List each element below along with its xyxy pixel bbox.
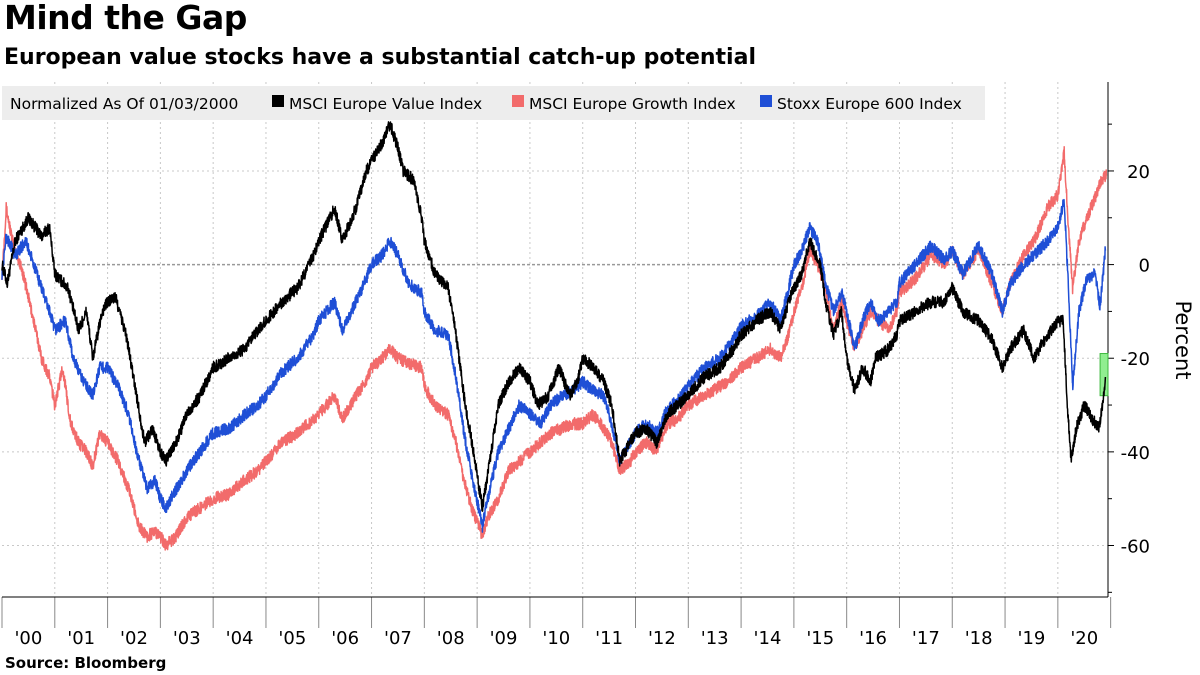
x-tick-label: '11 <box>595 628 623 649</box>
legend-box <box>2 86 985 120</box>
x-tick-label: '07 <box>384 628 412 649</box>
series-line <box>1 198 1107 533</box>
x-tick-label: '20 <box>1070 628 1098 649</box>
y-tick-label: 20 <box>1127 162 1150 183</box>
legend-swatch <box>760 95 772 107</box>
legend-swatch <box>272 95 284 107</box>
y-tick-label: -40 <box>1121 443 1150 464</box>
legend-swatch <box>512 95 524 107</box>
y-axis-label: Percent <box>1171 300 1195 379</box>
x-tick-label: '02 <box>120 628 148 649</box>
legend-label: Stoxx Europe 600 Index <box>777 95 962 113</box>
chart-title: Mind the Gap <box>4 0 247 37</box>
y-tick-label: -20 <box>1121 349 1150 370</box>
x-tick-label: '12 <box>648 628 676 649</box>
x-tick-label: '16 <box>859 628 887 649</box>
x-tick-label: '18 <box>965 628 993 649</box>
source-note: Source: Bloomberg <box>5 654 167 672</box>
chart-subtitle: European value stocks have a substantial… <box>4 45 756 70</box>
y-tick-label: 0 <box>1139 256 1150 277</box>
x-tick-label: '17 <box>912 628 940 649</box>
legend-label: MSCI Europe Value Index <box>289 95 482 113</box>
x-tick-label: '13 <box>701 628 729 649</box>
x-tick-label: '05 <box>278 628 306 649</box>
y-tick-label: -60 <box>1121 537 1150 558</box>
x-tick-label: '06 <box>331 628 359 649</box>
series-line <box>1 145 1108 551</box>
x-tick-label: '03 <box>173 628 201 649</box>
x-tick-label: '08 <box>437 628 465 649</box>
x-tick-label: '15 <box>806 628 834 649</box>
x-tick-label: '10 <box>542 628 570 649</box>
x-tick-label: '09 <box>490 628 518 649</box>
legend-label: MSCI Europe Growth Index <box>529 95 736 113</box>
x-tick-label: '19 <box>1018 628 1046 649</box>
x-tick-label: '14 <box>754 628 782 649</box>
x-tick-label: '00 <box>14 628 42 649</box>
series-line <box>1 121 1107 512</box>
legend-note: Normalized As Of 01/03/2000 <box>10 95 238 113</box>
x-tick-label: '01 <box>67 628 95 649</box>
x-tick-label: '04 <box>226 628 254 649</box>
